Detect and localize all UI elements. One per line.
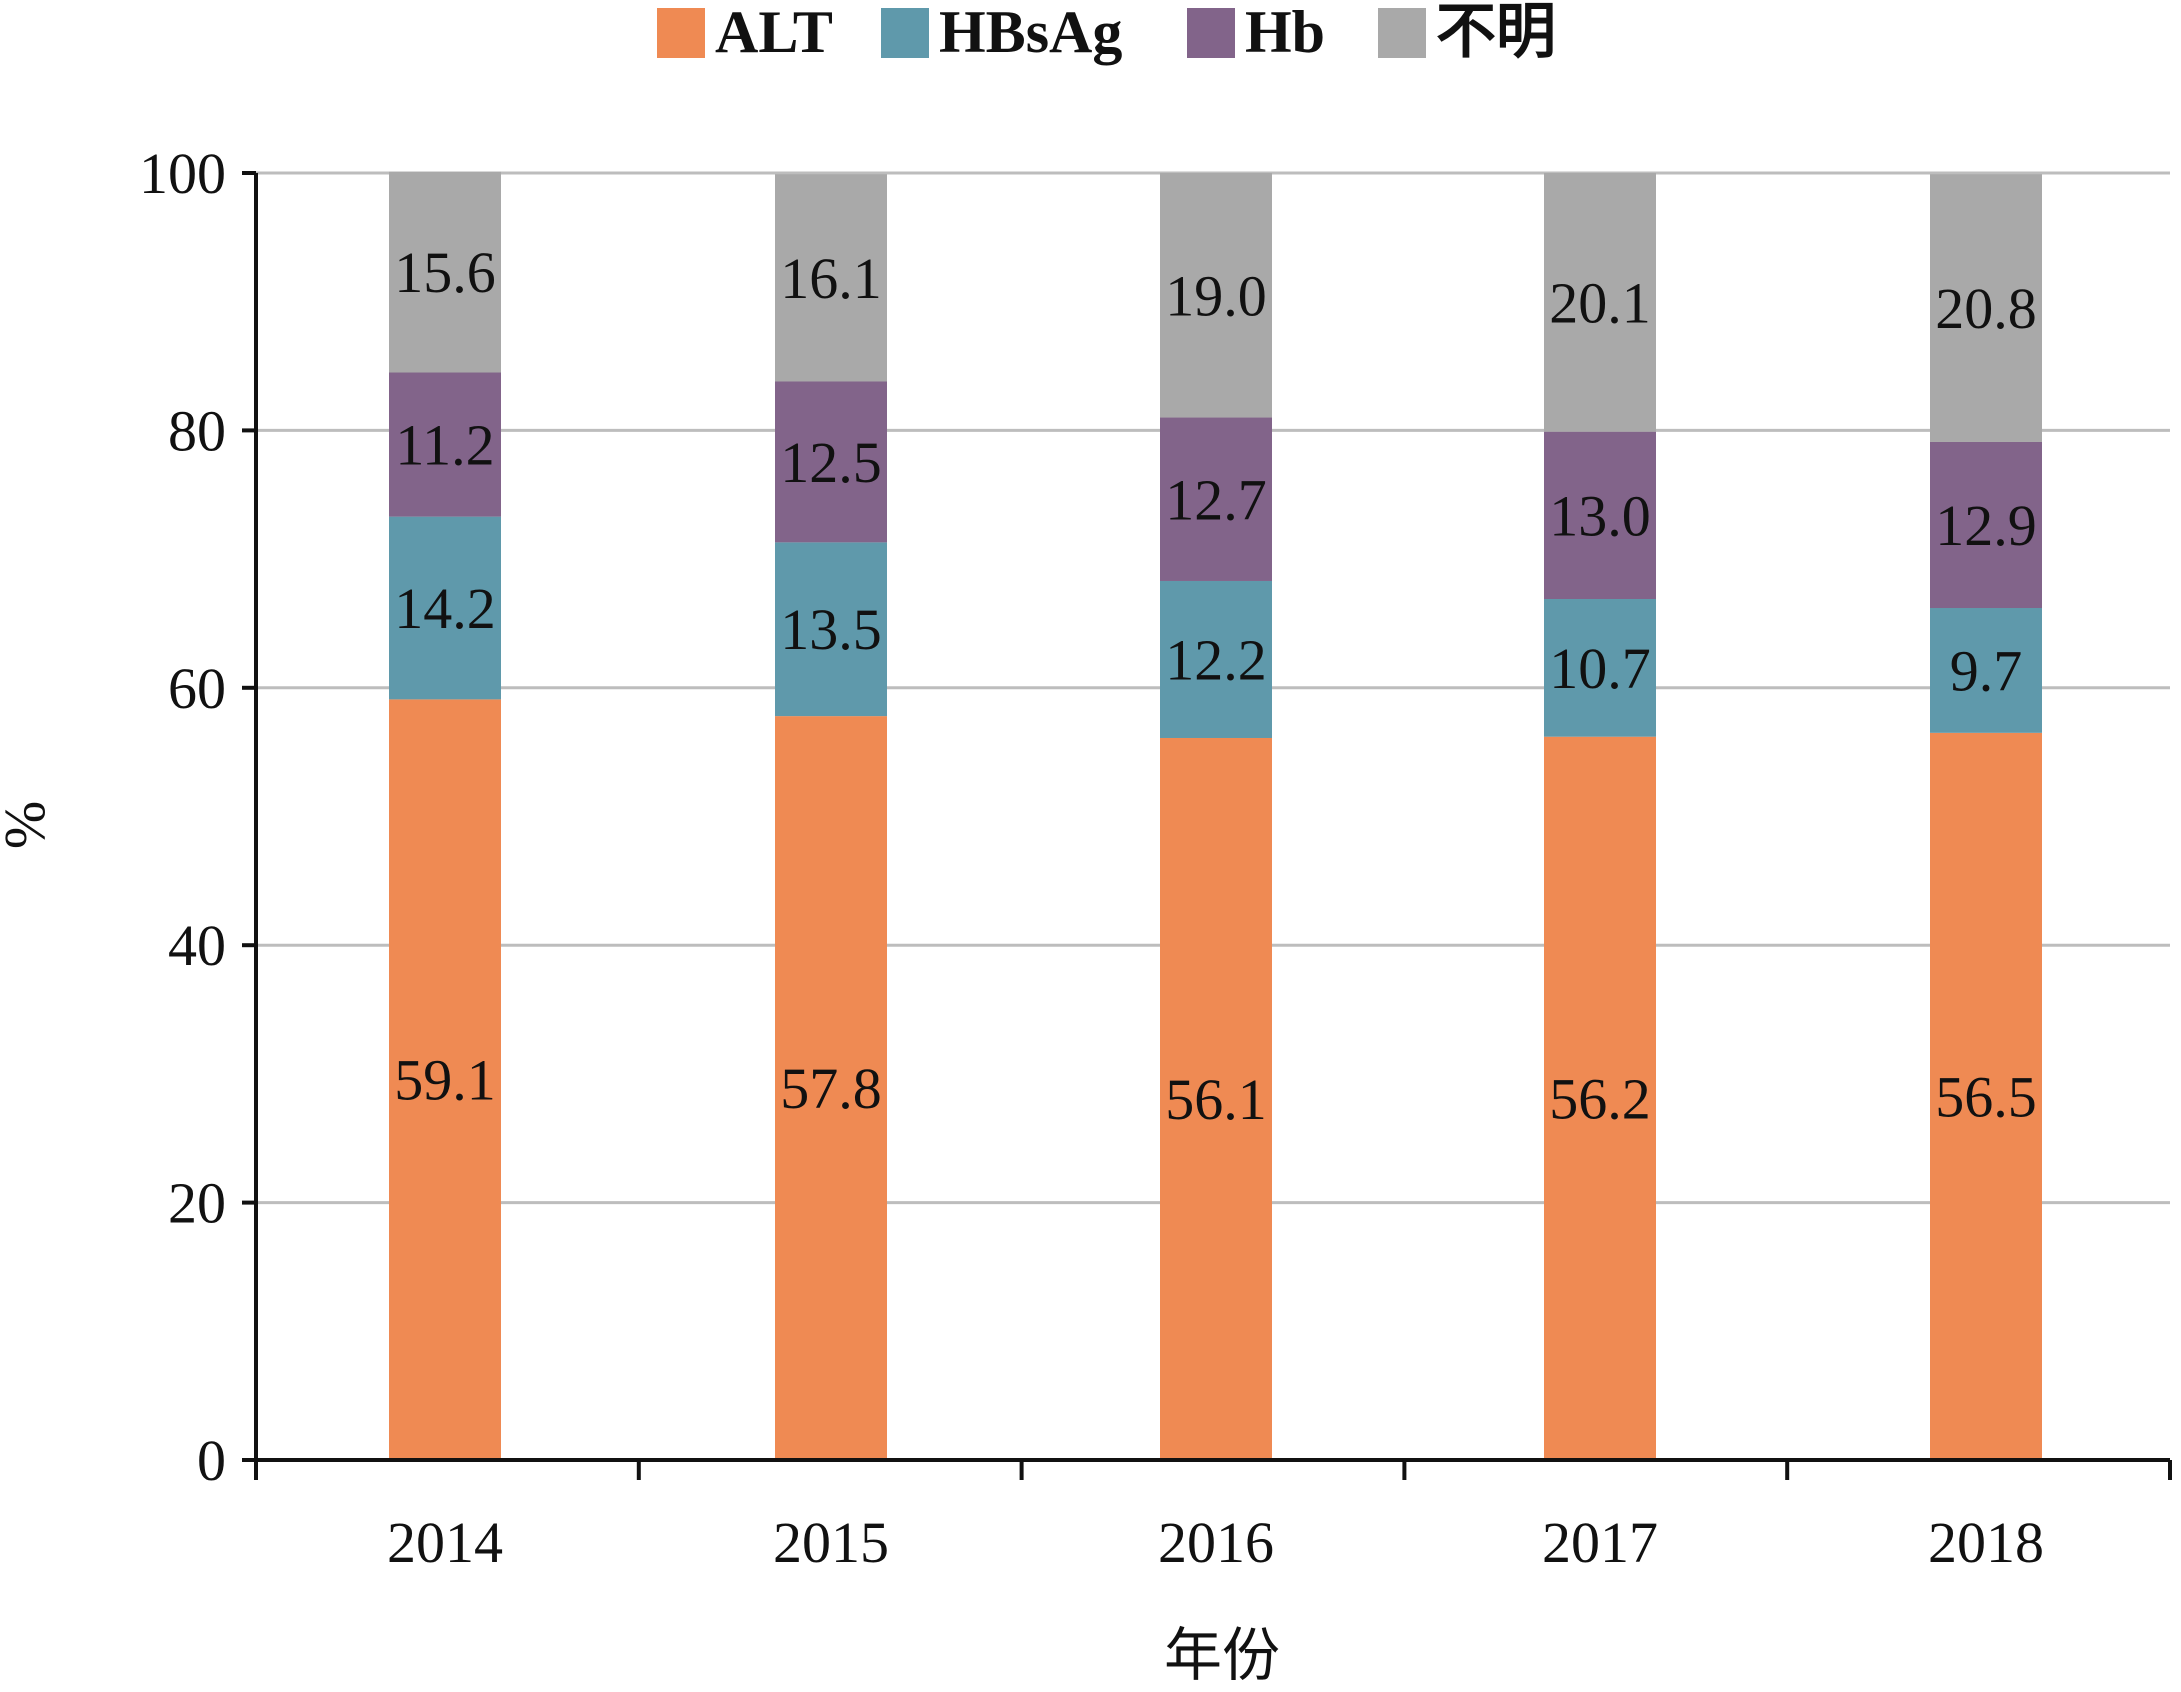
- x-tick-label-2014: 2014: [387, 1510, 503, 1575]
- legend-swatch-Hb: [1187, 8, 1235, 58]
- legend-swatch-不明: [1378, 8, 1426, 58]
- y-tick-label-100: 100: [139, 141, 226, 206]
- bar-segment-HBsAg-2015: [775, 542, 887, 717]
- bar-segment-ALT-2015: [775, 716, 887, 1460]
- y-tick-label-40: 40: [168, 913, 226, 978]
- data-label-Hb-2014: 11.2: [395, 413, 494, 478]
- data-label-ALT-2017: 56.2: [1549, 1066, 1651, 1131]
- data-label-不明-2014: 15.6: [394, 240, 496, 305]
- bars: [389, 171, 2042, 1460]
- legend-label-ALT: ALT: [715, 0, 833, 65]
- data-label-不明-2018: 20.8: [1935, 276, 2037, 341]
- data-labels: 59.1 14.2 11.2 15.6 57.8 13.5 12.5 16.1 56.1 12.2…: [394, 240, 2037, 1132]
- data-label-Hb-2018: 12.9: [1935, 493, 2037, 558]
- legend-swatch-ALT: [657, 8, 705, 58]
- bar-segment-HBsAg-2017: [1544, 598, 1656, 737]
- bar-segment-Hb-2016: [1160, 417, 1272, 581]
- x-tick-label-2016: 2016: [1158, 1510, 1274, 1575]
- data-label-HBsAg-2016: 12.2: [1165, 627, 1267, 692]
- y-tick-label-80: 80: [168, 398, 226, 463]
- x-tick-label-2015: 2015: [773, 1510, 889, 1575]
- x-axis-title: 年份: [1164, 1623, 1280, 1687]
- bar-segment-Hb-2015: [775, 381, 887, 543]
- bar-segment-Hb-2014: [389, 372, 501, 517]
- data-label-HBsAg-2018: 9.7: [1950, 638, 2023, 703]
- data-label-ALT-2014: 59.1: [394, 1048, 496, 1113]
- data-label-不明-2016: 19.0: [1165, 263, 1267, 328]
- y-tick-label-0: 0: [197, 1428, 226, 1493]
- y-tick-label-20: 20: [168, 1171, 226, 1236]
- data-label-不明-2017: 20.1: [1549, 270, 1651, 335]
- bar-segment-不明-2015: [775, 174, 887, 382]
- x-tick-label-2018: 2018: [1928, 1510, 2044, 1575]
- data-label-HBsAg-2014: 14.2: [394, 576, 496, 641]
- bar-segment-Hb-2017: [1544, 431, 1656, 599]
- axes: 0 20 40 60 80 100 2014 2015 2016 2017 2018: [139, 141, 2172, 1575]
- data-label-HBsAg-2017: 10.7: [1549, 636, 1651, 701]
- data-label-ALT-2016: 56.1: [1165, 1067, 1267, 1132]
- legend-label-HBsAg: HBsAg: [939, 0, 1122, 65]
- bar-segment-ALT-2018: [1930, 732, 2042, 1460]
- legend-swatch-HBsAg: [881, 8, 929, 58]
- y-tick-label-60: 60: [168, 656, 226, 721]
- data-label-Hb-2016: 12.7: [1165, 467, 1267, 532]
- data-label-Hb-2017: 13.0: [1549, 483, 1651, 548]
- bar-segment-ALT-2014: [389, 699, 501, 1460]
- y-axis-title: %: [0, 801, 57, 849]
- data-label-不明-2015: 16.1: [780, 246, 882, 311]
- bar-segment-ALT-2017: [1544, 736, 1656, 1460]
- legend-label-不明: 不明: [1436, 0, 1556, 65]
- legend-label-Hb: Hb: [1245, 0, 1325, 65]
- data-label-ALT-2015: 57.8: [780, 1056, 882, 1121]
- bar-segment-HBsAg-2016: [1160, 580, 1272, 738]
- data-label-Hb-2015: 12.5: [780, 430, 882, 495]
- bar-segment-Hb-2018: [1930, 441, 2042, 609]
- bar-segment-ALT-2016: [1160, 737, 1272, 1460]
- legend: ALT HBsAg Hb 不明: [657, 0, 1556, 65]
- bar-segment-HBsAg-2018: [1930, 608, 2042, 733]
- data-label-ALT-2018: 56.5: [1935, 1064, 2037, 1129]
- bar-segment-不明-2016: [1160, 173, 1272, 418]
- data-label-HBsAg-2015: 13.5: [780, 597, 882, 662]
- bar-segment-不明-2018: [1930, 174, 2042, 442]
- x-tick-label-2017: 2017: [1542, 1510, 1658, 1575]
- bar-segment-不明-2014: [389, 171, 501, 373]
- bar-segment-HBsAg-2014: [389, 516, 501, 700]
- bar-segment-不明-2017: [1544, 173, 1656, 432]
